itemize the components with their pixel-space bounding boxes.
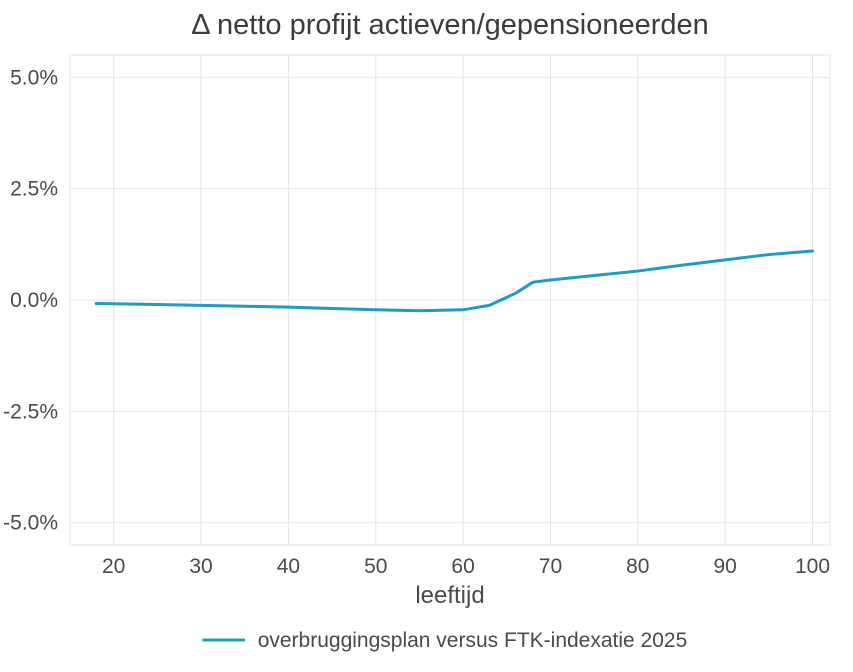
y-tick-label: -2.5%: [3, 400, 58, 423]
chart-title: Δ netto profijt actieven/gepensioneerden: [191, 9, 709, 41]
x-tick-label: 80: [626, 555, 649, 578]
x-tick-label: 60: [451, 555, 474, 578]
x-tick-label: 70: [539, 555, 562, 578]
y-tick-label: -5.0%: [3, 512, 58, 535]
y-tick-label: 2.5%: [10, 178, 58, 201]
chart-container: 20 30 40 50 60 70 80 90 100 -5.0% -2.5% 0.0% 2.5% 5.0…: [0, 0, 853, 672]
y-tick-label: 0.0%: [10, 289, 58, 312]
x-tick-label: 20: [102, 555, 125, 578]
x-tick-label: 30: [189, 555, 212, 578]
x-tick-label: 50: [364, 555, 387, 578]
x-tick-label: 40: [277, 555, 300, 578]
legend-label: overbruggingsplan versus FTK-indexatie 2…: [258, 629, 688, 652]
x-tick-label: 90: [713, 555, 736, 578]
x-tick-label: 100: [795, 555, 830, 578]
x-axis-label: leeftijd: [415, 582, 484, 609]
y-tick-label: 5.0%: [10, 66, 58, 89]
line-chart-svg: 20 30 40 50 60 70 80 90 100 -5.0% -2.5% 0.0% 2.5% 5.0…: [0, 0, 853, 672]
